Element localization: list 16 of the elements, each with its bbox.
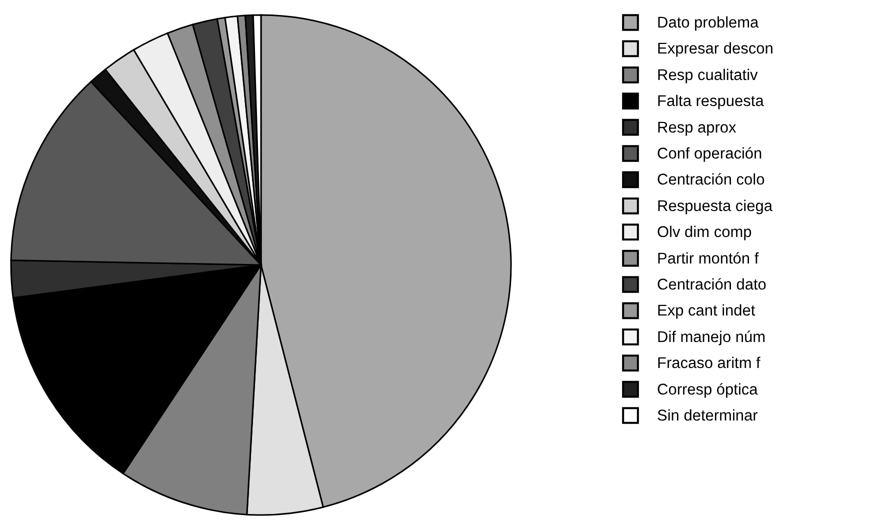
legend-label: Resp aprox bbox=[657, 119, 737, 136]
legend-label: Fracaso aritm f bbox=[657, 355, 762, 372]
legend-label: Centración dato bbox=[657, 276, 766, 294]
legend-label: Resp cualitativ bbox=[657, 66, 758, 84]
legend-label: Corresp óptica bbox=[657, 381, 758, 398]
legend-label: Expresar descon bbox=[657, 40, 774, 58]
legend-label: Dif manejo núm bbox=[657, 328, 766, 346]
legend-label: Partir montón f bbox=[657, 250, 760, 268]
legend-label: Sin determinar bbox=[657, 408, 758, 424]
legend-label: Falta respuesta bbox=[657, 93, 764, 110]
legend-label: Centración colo bbox=[657, 172, 765, 189]
legend-label: Dato problema bbox=[657, 14, 760, 32]
legend-label: Respuesta ciega bbox=[657, 198, 773, 215]
legend-label: Exp cant indet bbox=[657, 302, 756, 320]
legend-label: Conf operación bbox=[657, 146, 762, 162]
legend-label: Olv dim comp bbox=[657, 224, 752, 242]
